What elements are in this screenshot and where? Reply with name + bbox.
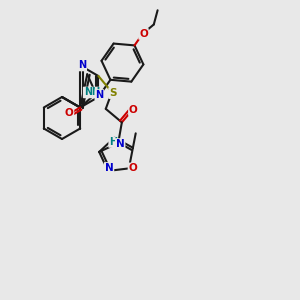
Text: O: O xyxy=(65,109,74,118)
Text: H: H xyxy=(109,137,117,147)
Text: S: S xyxy=(109,88,117,98)
Text: O: O xyxy=(129,105,138,115)
Text: N: N xyxy=(116,139,124,149)
Text: O: O xyxy=(139,29,148,39)
Text: N: N xyxy=(95,90,104,100)
Text: O: O xyxy=(128,164,137,173)
Text: N: N xyxy=(78,61,86,70)
Text: N: N xyxy=(105,163,113,173)
Text: NH: NH xyxy=(84,87,100,98)
